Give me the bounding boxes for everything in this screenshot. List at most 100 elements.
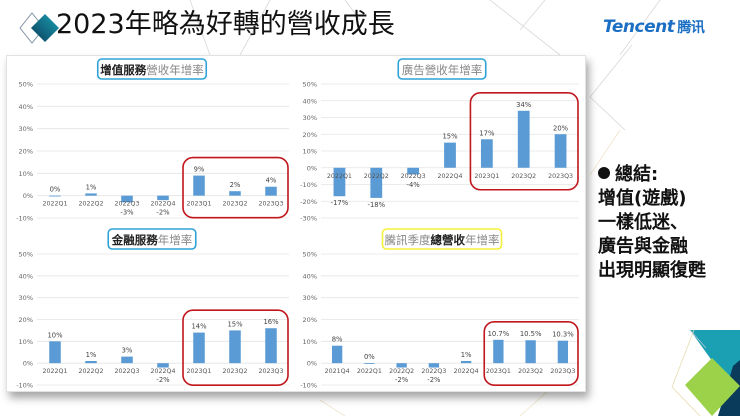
bar	[525, 340, 536, 364]
data-label: 14%	[191, 323, 207, 331]
x-tick-label: 2023Q2	[511, 173, 536, 180]
chart-total-revenue: 騰訊季度總營收年增率 50% 40% 30% 20% 10% 0% -10% 2021Q4 8% 2…	[297, 226, 587, 393]
x-tick-label: 2022Q1	[357, 368, 382, 375]
data-label: 10.7%	[488, 330, 510, 338]
chart-advertising: 廣告營收年增率 50% 40% 30% 20% 10% 0% -10% -20% -30% 2022…	[297, 56, 587, 226]
data-label: -2%	[156, 376, 170, 384]
data-label: 17%	[479, 129, 495, 137]
x-tick-label: 2022Q1	[43, 201, 68, 208]
x-tick-label: 2022Q2	[389, 368, 414, 375]
x-tick-label: 2022Q3	[421, 368, 446, 375]
x-tick-label: 2023Q3	[550, 368, 575, 375]
data-label: 20%	[553, 124, 569, 132]
chart-title-box	[381, 228, 503, 250]
x-tick-label: 2023Q1	[474, 173, 499, 180]
bar	[157, 195, 169, 201]
x-tick-label: 2023Q2	[518, 368, 543, 375]
x-tick-label: 2023Q2	[223, 201, 248, 208]
summary-line: 廣告與金融	[598, 236, 688, 257]
chart-svg: 金融服務年增率 50% 40% 30% 20% 10% 0% -10% 2022Q1 10% 202…	[16, 228, 289, 390]
x-tick-label: 2022Q4	[151, 201, 176, 208]
x-tick-label: 2022Q3	[401, 173, 426, 180]
summary-heading: 總結:	[598, 163, 738, 187]
y-tick-label: 10%	[19, 170, 33, 178]
y-tick-label: 40%	[303, 272, 317, 280]
data-label: 8%	[332, 336, 343, 344]
x-tick-label: 2022Q2	[79, 368, 104, 375]
data-label: 15%	[227, 320, 243, 328]
x-tick-label: 2023Q1	[187, 368, 212, 375]
x-tick-label: 2022Q4	[438, 173, 463, 180]
y-tick-label: -10%	[300, 382, 317, 390]
bar	[121, 195, 133, 203]
bar	[49, 341, 61, 364]
y-tick-label: 10%	[19, 338, 33, 346]
data-label: -4%	[407, 181, 421, 189]
y-tick-label: 50%	[303, 251, 317, 259]
data-label: 0%	[50, 186, 61, 194]
y-tick-label: 10%	[303, 148, 317, 156]
data-label: 10%	[47, 331, 63, 339]
brand-en: Tencent	[603, 17, 675, 37]
chart-title-box	[397, 58, 487, 80]
chart-title-box	[96, 58, 208, 80]
chart-title: 金融服務年增率	[111, 233, 193, 247]
charts-grid: 增值服務營收年增率 50% 40% 30% 20% 10% 0% -10% 2022Q1 0% 20…	[6, 55, 586, 392]
bar	[460, 360, 472, 364]
y-tick-label: 40%	[19, 272, 33, 280]
chart-title: 騰訊季度總營收年增率	[385, 233, 500, 247]
y-tick-label: 50%	[303, 81, 317, 89]
bar	[193, 175, 205, 196]
y-tick-label: 0%	[23, 360, 33, 368]
corner-decoration-icon	[671, 330, 740, 416]
bar	[229, 330, 241, 364]
bar	[157, 363, 169, 368]
y-tick-label: 30%	[303, 294, 317, 302]
data-label: 34%	[516, 101, 532, 109]
bar	[121, 356, 133, 364]
bar	[444, 142, 456, 168]
x-tick-label: 2022Q1	[327, 173, 352, 180]
bar	[407, 167, 420, 175]
data-label: -2%	[156, 209, 170, 217]
x-tick-label: 2023Q3	[259, 368, 284, 375]
summary-line: 出現明顯復甦	[598, 260, 706, 281]
x-tick-label: 2022Q4	[454, 368, 479, 375]
y-tick-label: -10%	[16, 215, 33, 223]
y-tick-label: 50%	[19, 251, 33, 259]
bar	[428, 363, 440, 368]
bar	[265, 186, 277, 196]
bar	[193, 332, 205, 364]
y-tick-label: 30%	[303, 114, 317, 122]
y-tick-label: 50%	[19, 81, 33, 89]
data-label: 15%	[442, 133, 458, 141]
bar	[557, 340, 569, 364]
data-label: 1%	[86, 183, 97, 191]
chart-title-box	[107, 228, 197, 250]
chart-title: 增值服務營收年增率	[100, 63, 204, 77]
y-tick-label: -10%	[16, 382, 33, 390]
data-label: 1%	[461, 351, 472, 359]
bar	[370, 167, 383, 198]
bar	[49, 195, 61, 197]
bar	[517, 110, 530, 168]
highlight-box	[182, 156, 289, 219]
y-tick-label: -30%	[300, 215, 317, 223]
summary-line: 增值(遊戲)	[598, 188, 687, 209]
data-label: -2%	[427, 376, 441, 384]
summary-line: 一樣低迷、	[598, 212, 688, 233]
y-tick-label: -20%	[300, 198, 317, 206]
data-label: -3%	[120, 209, 134, 217]
bar	[333, 167, 346, 197]
data-label: 3%	[122, 347, 133, 355]
y-tick-label: 40%	[19, 103, 33, 111]
chart-svg: 廣告營收年增率 50% 40% 30% 20% 10% 0% -10% -20% -30% 2022…	[300, 58, 579, 223]
data-label: 4%	[266, 177, 277, 185]
y-tick-label: 0%	[23, 192, 33, 200]
y-tick-label: 30%	[19, 294, 33, 302]
chart-title: 廣告營收年增率	[402, 63, 483, 77]
data-label: 1%	[86, 351, 97, 359]
x-tick-label: 2022Q2	[79, 201, 104, 208]
data-label: 2%	[230, 181, 241, 189]
data-label: -17%	[331, 199, 349, 207]
